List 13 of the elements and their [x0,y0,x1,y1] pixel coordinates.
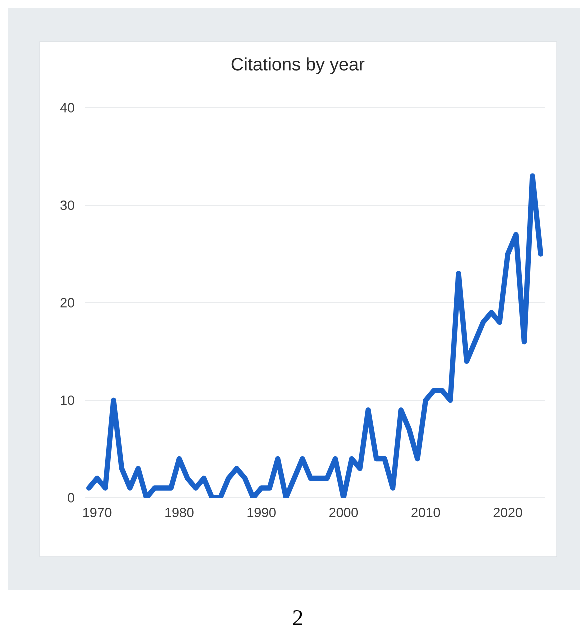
x-tick-label: 2020 [494,508,522,518]
y-tick-label: 0 [68,493,74,503]
chart-title: Citations by year [232,58,365,74]
x-tick-label: 1990 [248,508,276,518]
x-tick-label: 1980 [166,508,194,518]
y-tick-label: 30 [60,200,74,210]
x-tick-label: 2000 [330,508,358,518]
y-tick-label: 10 [61,396,74,406]
text: 2 [293,610,302,626]
x-tick-label: 1970 [84,508,112,518]
x-tick-label: 2010 [412,508,440,518]
y-tick-label: 20 [60,298,74,308]
y-tick-label: 40 [60,103,74,113]
